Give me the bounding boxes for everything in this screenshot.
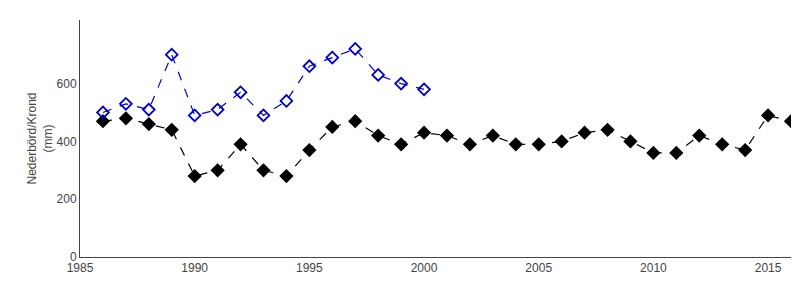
svg-text:200: 200	[57, 192, 77, 206]
svg-text:Nederbörd/Krond(mm): Nederbörd/Krond(mm)	[25, 92, 55, 184]
svg-text:2015: 2015	[755, 261, 782, 275]
svg-text:2010: 2010	[640, 261, 667, 275]
svg-text:600: 600	[57, 77, 77, 91]
svg-text:400: 400	[57, 135, 77, 149]
svg-text:2000: 2000	[411, 261, 438, 275]
svg-text:2005: 2005	[525, 261, 552, 275]
svg-text:1995: 1995	[296, 261, 323, 275]
svg-text:1985: 1985	[67, 261, 94, 275]
svg-text:0: 0	[70, 250, 77, 264]
svg-text:1990: 1990	[181, 261, 208, 275]
